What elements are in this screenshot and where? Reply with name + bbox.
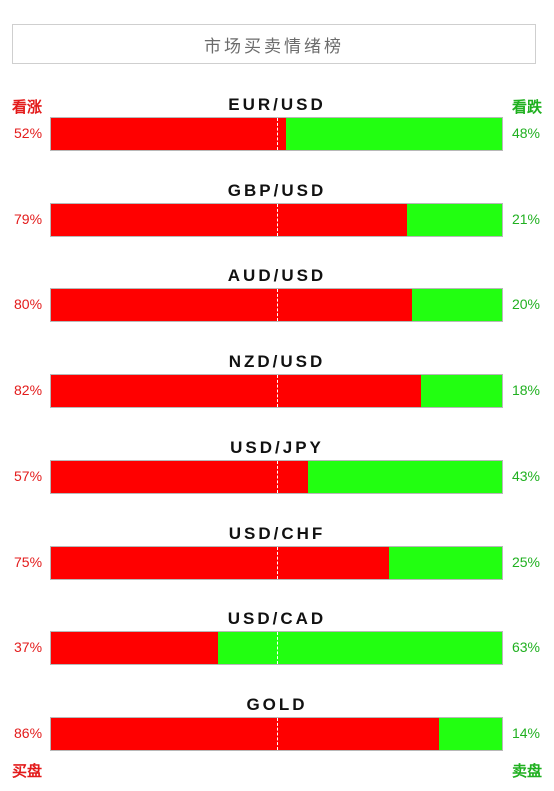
- bearish-label: 看跌: [511, 99, 542, 116]
- sell-bar-fill: [411, 289, 502, 322]
- midline-divider: [276, 289, 278, 322]
- pair-label: NZD/USD: [228, 352, 326, 372]
- sentiment-bar: [50, 716, 503, 751]
- buy-percent: 75%: [14, 553, 43, 570]
- sell-percent: 18%: [511, 382, 540, 399]
- pair-label: AUD/USD: [227, 266, 327, 286]
- pair-row: GOLD 86% 14%: [0, 695, 554, 755]
- buy-percent: 37%: [14, 639, 43, 656]
- sentiment-bar: [50, 288, 503, 323]
- buy-percent: 86%: [14, 724, 43, 741]
- buy-label: 买盘: [12, 763, 43, 780]
- sentiment-bar: [50, 117, 503, 151]
- pair-label: GOLD: [246, 694, 308, 714]
- buy-bar-fill: [51, 717, 439, 750]
- pair-row: USD/CAD 37% 63%: [0, 609, 554, 669]
- pair-row: NZD/USD 82% 18%: [0, 352, 554, 412]
- midline-divider: [276, 546, 278, 579]
- buy-bar-fill: [51, 118, 286, 150]
- sell-bar-fill: [420, 375, 502, 408]
- pair-row: GBP/USD 79% 21%: [0, 181, 554, 241]
- sell-percent: 14%: [511, 724, 540, 741]
- sell-percent: 48%: [511, 125, 540, 141]
- buy-percent: 80%: [14, 296, 43, 313]
- page-title: 市场买卖情绪榜: [12, 24, 536, 64]
- pair-label: EUR/USD: [228, 95, 326, 114]
- buy-bar-fill: [51, 289, 412, 322]
- buy-percent: 52%: [14, 125, 43, 141]
- sentiment-bar: [50, 631, 503, 666]
- sell-bar-fill: [308, 460, 502, 493]
- pair-label: USD/JPY: [230, 437, 324, 457]
- midline-divider: [276, 717, 278, 750]
- sell-percent: 43%: [511, 467, 540, 484]
- buy-bar-fill: [51, 203, 408, 236]
- sell-label: 卖盘: [511, 763, 542, 780]
- pair-label: USD/CAD: [227, 609, 327, 629]
- sentiment-bar: [50, 459, 503, 494]
- buy-percent: 57%: [14, 467, 43, 484]
- sentiment-bar: [50, 374, 503, 409]
- sell-percent: 63%: [511, 639, 540, 656]
- sell-bar-fill: [389, 546, 502, 579]
- buy-percent: 79%: [14, 210, 43, 227]
- midline-divider: [276, 118, 278, 150]
- sell-percent: 21%: [511, 210, 540, 227]
- midline-divider: [276, 203, 278, 236]
- bullish-label: 看涨: [12, 99, 43, 116]
- pair-row: USD/CHF 75% 25%: [0, 524, 554, 584]
- midline-divider: [276, 375, 278, 408]
- buy-percent: 82%: [14, 382, 43, 399]
- midline-divider: [276, 632, 278, 665]
- pair-row: EUR/USD 52% 48%: [0, 95, 554, 155]
- pair-label: GBP/USD: [227, 180, 327, 200]
- sentiment-bar: [50, 202, 503, 237]
- sell-bar-fill: [407, 203, 502, 236]
- sell-bar-fill: [285, 118, 502, 150]
- buy-bar-fill: [51, 460, 309, 493]
- sell-bar-fill: [217, 632, 502, 665]
- buy-bar-fill: [51, 546, 390, 579]
- sentiment-bar: [50, 545, 503, 580]
- midline-divider: [276, 460, 278, 493]
- pair-label: USD/CHF: [228, 523, 326, 543]
- pair-row: AUD/USD 80% 20%: [0, 266, 554, 326]
- sell-bar-fill: [438, 717, 502, 750]
- buy-bar-fill: [51, 375, 421, 408]
- sell-percent: 20%: [511, 296, 540, 313]
- buy-bar-fill: [51, 632, 218, 665]
- pair-row: USD/JPY 57% 43%: [0, 438, 554, 498]
- sell-percent: 25%: [511, 553, 540, 570]
